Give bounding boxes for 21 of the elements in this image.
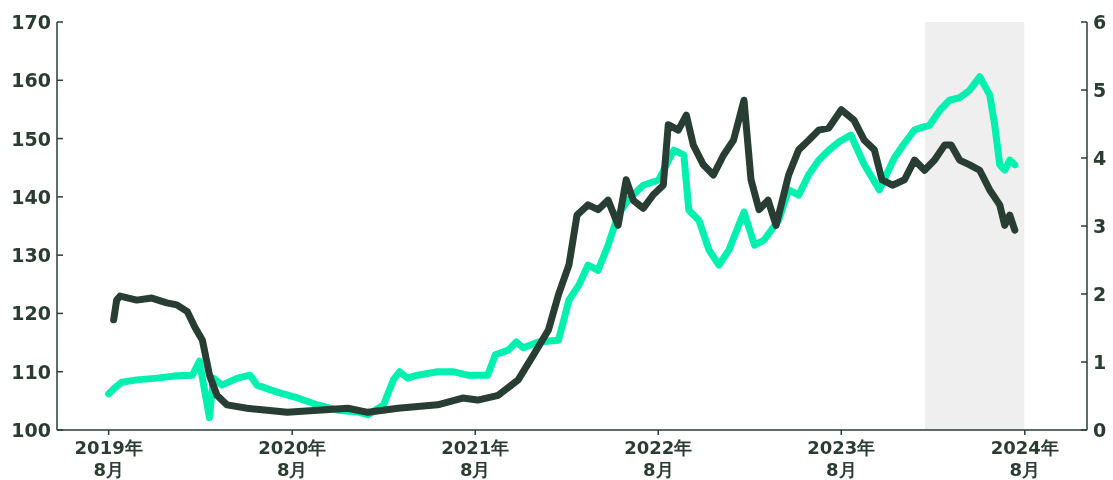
y-tick-label: 140 — [11, 185, 51, 208]
y2-tick-label: 5 — [1093, 79, 1107, 101]
x-tick-label: 2020年 8月 — [258, 437, 327, 480]
y-tick-label: 160 — [11, 69, 51, 92]
y-tick-label: 170 — [11, 11, 51, 33]
y2-tick-label: 6 — [1093, 11, 1107, 33]
y-tick-label: 130 — [11, 244, 51, 267]
x-tick-label: 2021年 8月 — [441, 437, 510, 480]
y2-tick-label: 0 — [1093, 419, 1107, 441]
y-tick-label: 110 — [11, 360, 51, 383]
y-tick-label: 120 — [11, 302, 51, 325]
x-tick-label: 2019年 8月 — [74, 437, 143, 480]
y-tick-label: 100 — [11, 419, 51, 441]
y2-tick-label: 4 — [1093, 147, 1107, 169]
y2-tick-label: 2 — [1093, 283, 1107, 305]
y2-tick-label: 3 — [1093, 215, 1107, 237]
y2-tick-label: 1 — [1093, 351, 1107, 373]
y-tick-label: 150 — [11, 127, 51, 150]
x-tick-label: 2023年 8月 — [807, 437, 876, 480]
x-tick-label: 2022年 8月 — [624, 437, 693, 480]
x-tick-label: 2024年 8月 — [990, 437, 1059, 480]
